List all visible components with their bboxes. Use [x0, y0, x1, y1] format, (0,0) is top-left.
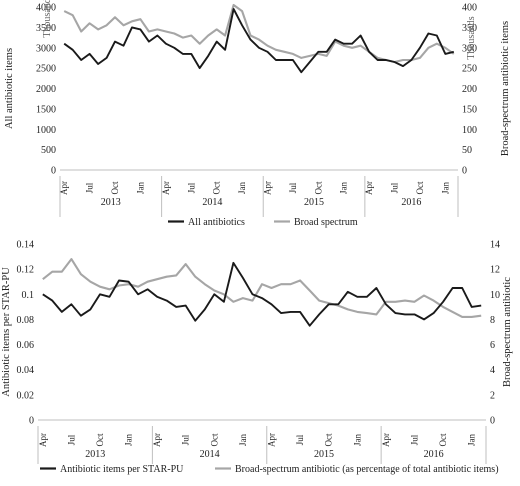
- y-right-units-label: Thousands: [466, 16, 477, 59]
- x-month-tick-label: Jul: [295, 434, 305, 445]
- x-month-tick-label: Oct: [415, 181, 425, 194]
- y-right-axis-title: Broad-spectrum antibiotic items: [500, 21, 511, 156]
- y-left-tick-label: 2000: [36, 84, 56, 95]
- y-left-tick-label: 0: [51, 166, 56, 177]
- x-month-tick-label: Jul: [186, 182, 196, 193]
- y-left-tick-label: 0.1: [22, 290, 35, 301]
- x-month-tick-label: Oct: [95, 433, 105, 446]
- x-year-label: 2016: [424, 449, 444, 460]
- y-right-tick-label: 150: [462, 104, 477, 115]
- legend-label: Broad spectrum: [294, 217, 358, 228]
- y-left-tick-label: 0.04: [17, 365, 35, 376]
- y-left-axis-title: All antibiotic items: [4, 48, 15, 129]
- x-month-tick-label: Jan: [339, 182, 349, 194]
- y-left-units-label: Thousands: [42, 0, 53, 38]
- x-month-tick-label: Jan: [467, 434, 477, 446]
- x-month-tick-label: Apr: [364, 181, 374, 195]
- series-line-broad-spectrum: [63, 3, 455, 64]
- y-right-tick-label: 12: [490, 265, 500, 276]
- x-month-tick-label: Jan: [238, 434, 248, 446]
- y-right-tick-label: 4: [490, 365, 495, 376]
- x-month-tick-label: Oct: [313, 181, 323, 194]
- x-year-label: 2015: [304, 197, 324, 208]
- y-right-tick-label: 2: [490, 390, 495, 401]
- x-month-tick-label: Apr: [381, 433, 391, 447]
- y-right-tick-label: 6: [490, 340, 495, 351]
- legend-label: Antibiotic items per STAR-PU: [60, 464, 184, 475]
- x-year-label: 2013: [101, 197, 121, 208]
- x-month-tick-label: Oct: [209, 433, 219, 446]
- y-left-tick-label: 2500: [36, 64, 56, 75]
- y-right-tick-label: 50: [462, 145, 472, 156]
- y-right-tick-label: 0: [490, 416, 495, 427]
- y-left-tick-label: 4000: [36, 3, 56, 14]
- y-left-tick-label: 0.12: [17, 265, 35, 276]
- x-year-label: 2014: [202, 197, 222, 208]
- x-month-tick-label: Oct: [324, 433, 334, 446]
- x-month-tick-label: Jul: [389, 182, 399, 193]
- x-month-tick-label: Apr: [38, 433, 48, 447]
- x-year-label: 2015: [314, 449, 334, 460]
- y-right-tick-label: 400: [462, 3, 477, 14]
- series-line-primary: [63, 8, 455, 74]
- series-line-primary: [42, 261, 482, 327]
- x-month-tick-label: Apr: [161, 181, 171, 195]
- y-right-tick-label: 8: [490, 315, 495, 326]
- y-left-axis-title: Antibiotic items per STAR-PU: [1, 267, 12, 397]
- y-left-tick-label: 1500: [36, 104, 56, 115]
- x-year-label: 2013: [85, 449, 105, 460]
- x-year-label: 2016: [401, 197, 421, 208]
- x-month-tick-label: Jul: [85, 182, 95, 193]
- y-right-axis-title: Broad-spectrum antibiotic: [502, 277, 513, 387]
- x-year-label: 2014: [200, 449, 220, 460]
- y-left-tick-label: 0: [29, 416, 34, 427]
- y-left-tick-label: 3500: [36, 23, 56, 34]
- x-month-tick-label: Apr: [262, 181, 272, 195]
- x-month-tick-label: Jul: [410, 434, 420, 445]
- y-right-tick-label: 200: [462, 84, 477, 95]
- y-left-tick-label: 0.08: [17, 315, 35, 326]
- x-month-tick-label: Jul: [288, 182, 298, 193]
- y-right-tick-label: 10: [490, 290, 500, 301]
- y-left-tick-label: 0.06: [17, 340, 35, 351]
- x-month-tick-label: Jan: [124, 434, 134, 446]
- x-month-tick-label: Jul: [181, 434, 191, 445]
- x-month-tick-label: Jan: [352, 434, 362, 446]
- series-line-broad-spectrum: [42, 258, 482, 318]
- y-right-tick-label: 0: [462, 166, 467, 177]
- y-right-tick-label: 250: [462, 64, 477, 75]
- y-right-tick-label: 14: [490, 240, 500, 251]
- x-month-tick-label: Jan: [440, 182, 450, 194]
- x-month-tick-label: Apr: [152, 433, 162, 447]
- y-left-tick-label: 1000: [36, 125, 56, 136]
- y-left-tick-label: 0.14: [17, 240, 35, 251]
- x-month-tick-label: Oct: [110, 181, 120, 194]
- x-month-tick-label: Jan: [237, 182, 247, 194]
- y-right-tick-label: 350: [462, 23, 477, 34]
- y-left-tick-label: 0.02: [17, 390, 35, 401]
- y-left-tick-label: 3000: [36, 43, 56, 54]
- y-right-tick-label: 100: [462, 125, 477, 136]
- x-month-tick-label: Oct: [212, 181, 222, 194]
- y-left-tick-label: 500: [41, 145, 56, 156]
- legend-label: Broad-spectrum antibiotic (as percentage…: [235, 464, 499, 475]
- x-month-tick-label: Jan: [135, 182, 145, 194]
- x-month-tick-label: Apr: [59, 181, 69, 195]
- x-month-tick-label: Jul: [66, 434, 76, 445]
- x-month-tick-label: Apr: [267, 433, 277, 447]
- y-right-tick-label: 300: [462, 43, 477, 54]
- chart-panel-2: 0 0.02 0.04 0.06 0.08 0.1 0.12 0.14 0 2 4 6 8 10 12 14 A…: [1, 240, 513, 476]
- legend-label: All antibiotics: [188, 217, 245, 228]
- x-month-tick-label: Oct: [438, 433, 448, 446]
- chart-panel-1: 0 500 1000 1500 2000 2500 3000 3500 4000 0 50 100 15…: [4, 0, 511, 228]
